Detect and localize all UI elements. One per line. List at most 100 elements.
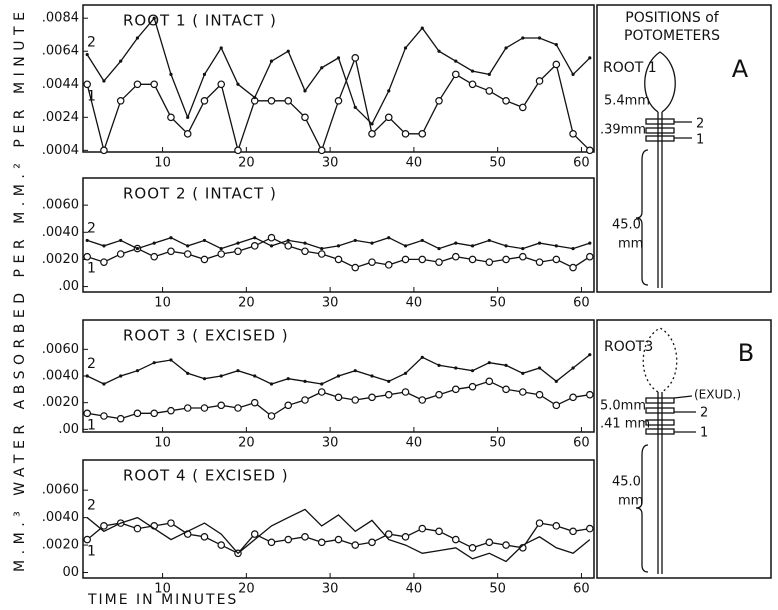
series-line (86, 16, 591, 125)
point-marker (133, 524, 142, 533)
point-marker (370, 241, 374, 245)
point-marker (468, 382, 477, 391)
point-marker (554, 244, 558, 248)
point-marker (284, 401, 293, 410)
point-marker (200, 255, 209, 264)
y-tick-label: .0040 (42, 510, 79, 525)
dimension-label: 45.0 (612, 218, 641, 233)
dimension-label: 5.4mm (604, 94, 650, 109)
point-marker (219, 46, 223, 50)
point-marker (403, 46, 408, 50)
point-marker (353, 105, 357, 110)
point-marker (167, 519, 175, 527)
diagram-a: POSITIONS of POTOMETERS A ROOT 1 2 1 5.4… (596, 4, 772, 293)
panel-title: ROOT 2 ( INTACT ) (123, 185, 277, 203)
y-tick-label: .00 (58, 279, 79, 294)
series-label: 2 (87, 35, 96, 51)
point-marker (133, 409, 142, 418)
series-line (86, 354, 591, 385)
point-marker (569, 130, 577, 138)
point-marker (186, 371, 190, 375)
point-marker (435, 527, 443, 536)
point-marker (487, 361, 491, 365)
point-marker (150, 252, 159, 261)
point-marker (253, 236, 257, 240)
point-marker (454, 241, 458, 245)
x-tick-label: 40 (406, 296, 423, 311)
x-tick-label: 20 (238, 582, 255, 597)
point-marker (317, 388, 326, 396)
point-marker (119, 238, 123, 243)
point-marker (334, 535, 343, 544)
point-marker (301, 533, 309, 541)
y-tick-label: .0024 (42, 110, 79, 125)
point-marker (521, 36, 525, 40)
point-marker (454, 59, 458, 63)
x-tick-label: 30 (322, 582, 339, 597)
point-marker (286, 238, 290, 243)
port-label: (EXUD.) (694, 388, 741, 402)
point-marker (518, 252, 527, 261)
point-marker (301, 113, 309, 122)
point-marker (217, 401, 226, 410)
point-marker (284, 535, 293, 544)
x-tick-label: 20 (238, 296, 255, 311)
point-marker (588, 353, 592, 357)
diagram-heading: POTOMETERS (624, 28, 720, 44)
point-marker (267, 233, 276, 242)
point-marker (303, 379, 307, 383)
point-marker (183, 130, 192, 138)
point-marker (384, 390, 393, 399)
point-marker (468, 80, 477, 89)
point-marker (401, 130, 410, 138)
point-marker (116, 96, 125, 105)
root-label: ROOT 1 (603, 60, 657, 76)
point-marker (183, 250, 192, 258)
point-marker (420, 26, 424, 30)
point-marker (403, 244, 408, 248)
point-marker (169, 358, 173, 362)
x-tick-label: 40 (406, 582, 423, 597)
point-marker (116, 414, 125, 423)
point-marker (370, 122, 374, 126)
point-marker (217, 250, 226, 258)
point-marker (535, 390, 544, 399)
point-marker (284, 242, 293, 250)
point-marker (420, 355, 424, 359)
point-marker (504, 244, 508, 248)
point-marker (135, 369, 140, 373)
point-marker (116, 250, 125, 258)
point-marker (435, 390, 443, 399)
point-marker (485, 538, 494, 547)
diagram-letter: B (738, 339, 754, 367)
point-marker (502, 541, 510, 549)
point-marker (353, 238, 357, 243)
x-tick-label: 60 (573, 156, 590, 171)
series-label: 1 (87, 417, 96, 433)
point-marker (586, 390, 594, 399)
point-marker (351, 263, 360, 272)
point-marker (353, 369, 357, 373)
point-marker (135, 36, 140, 40)
point-marker (200, 533, 209, 541)
point-marker (102, 382, 106, 386)
point-marker (418, 255, 427, 264)
point-marker (100, 258, 108, 266)
point-marker (387, 379, 391, 383)
x-tick-label: 50 (489, 436, 506, 451)
point-marker (537, 241, 542, 245)
y-tick-label: .0040 (42, 369, 79, 384)
point-marker (451, 70, 460, 79)
y-tick-label: .0004 (42, 143, 79, 158)
point-marker (418, 396, 427, 404)
y-tick-label: 00 (62, 565, 79, 580)
point-marker (186, 244, 190, 248)
plot-frame (82, 4, 595, 153)
port-label: 1 (696, 133, 704, 148)
point-marker (83, 252, 91, 261)
point-marker (554, 43, 558, 47)
point-marker (470, 244, 475, 248)
x-tick-label: 50 (489, 582, 506, 597)
plot-frame (82, 459, 595, 579)
y-tick-label: .0064 (42, 44, 79, 59)
